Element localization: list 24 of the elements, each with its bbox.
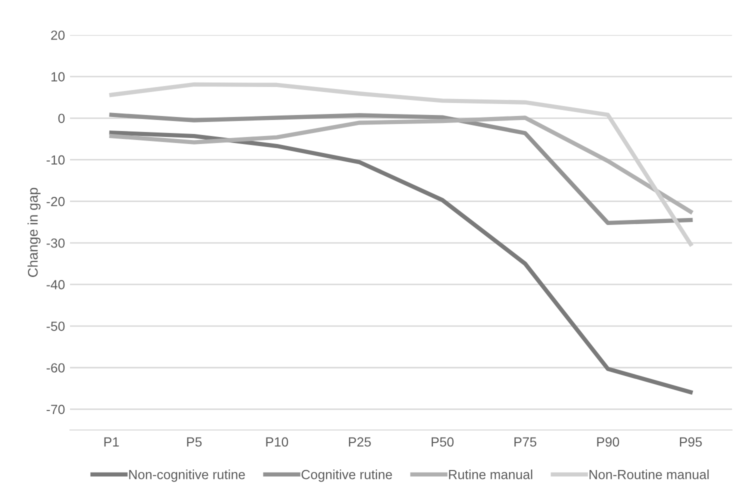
legend-label: Cognitive rutine xyxy=(302,470,392,482)
y-tick-label: 20 xyxy=(51,30,65,40)
x-tick-label: P90 xyxy=(597,437,620,447)
y-tick-label: -40 xyxy=(46,280,65,290)
x-tick-label: P25 xyxy=(348,437,371,447)
y-axis-title: Change in gap xyxy=(28,188,41,277)
x-tick-label: P75 xyxy=(514,437,536,447)
y-tick-label: 0 xyxy=(58,114,65,124)
x-tick-label: P5 xyxy=(187,437,202,447)
legend-label: Non-cognitive rutine xyxy=(129,470,245,482)
y-tick-label: -30 xyxy=(46,238,65,248)
y-tick-label: -60 xyxy=(46,363,65,373)
y-tick-label: 10 xyxy=(51,72,65,82)
y-tick-label: -10 xyxy=(46,155,65,165)
x-tick-label: P10 xyxy=(266,437,288,447)
y-tick-label: -70 xyxy=(46,404,65,414)
x-tick-label: P50 xyxy=(432,437,454,447)
y-tick-label: -20 xyxy=(46,196,65,206)
x-tick-label: P95 xyxy=(680,437,702,447)
line-series xyxy=(109,130,693,394)
y-tick-label: -50 xyxy=(46,322,65,331)
legend-label: Rutine manual xyxy=(449,470,532,480)
x-tick-label: P1 xyxy=(104,437,119,447)
legend-label: Non-Routine manual xyxy=(590,470,709,480)
